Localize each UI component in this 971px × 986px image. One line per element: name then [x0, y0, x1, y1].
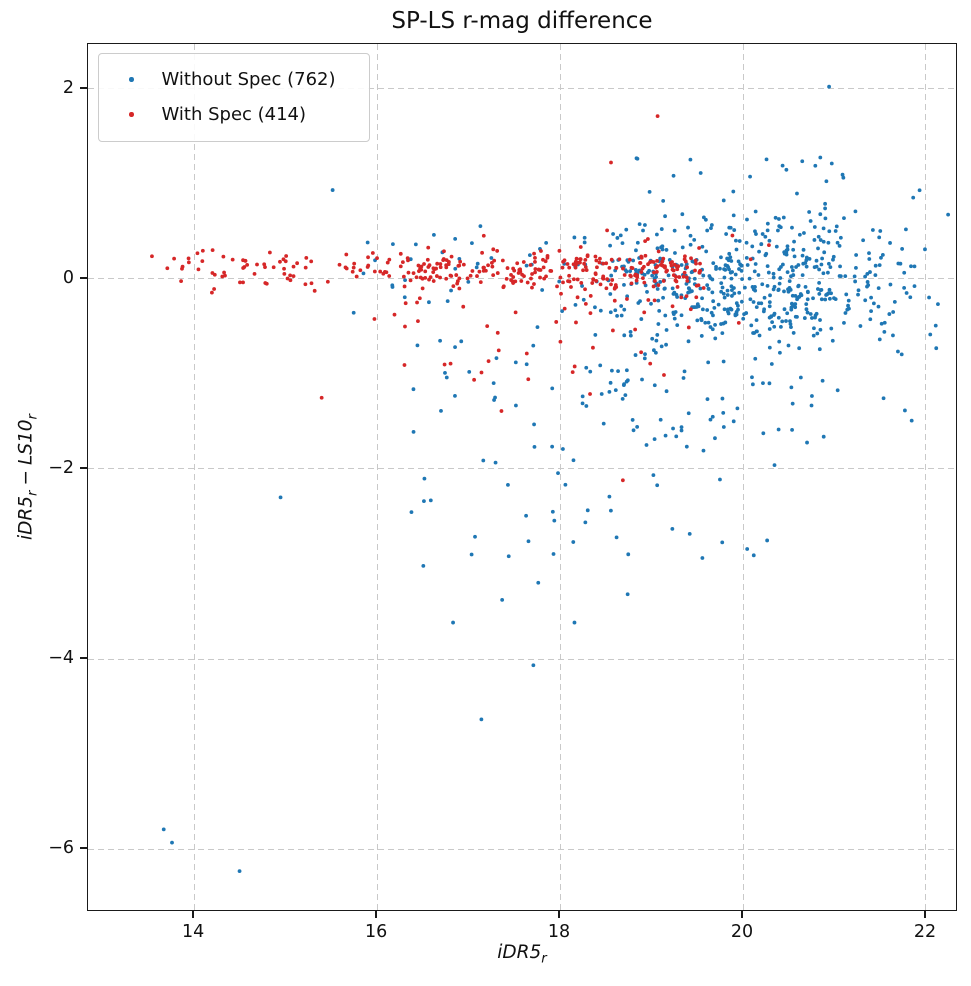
y-tick-mark: [80, 276, 87, 279]
y-axis-label-sub2: r: [25, 413, 41, 420]
x-axis-label-main: iDR5: [497, 942, 542, 963]
gridline-horizontal: [88, 278, 956, 280]
x-tick-mark: [558, 911, 560, 918]
gridline-vertical: [559, 44, 561, 910]
legend-item-without-spec: Without Spec (762): [109, 62, 359, 97]
legend: Without Spec (762) With Spec (414): [98, 53, 370, 142]
y-tick-mark: [80, 86, 87, 89]
legend-label-without-spec: Without Spec (762): [161, 69, 336, 90]
x-axis-label: iDR5r: [497, 942, 547, 967]
y-tick-label: 2: [62, 77, 74, 98]
y-axis-label-term1: iDR5: [15, 496, 37, 541]
gridline-vertical: [925, 44, 927, 910]
y-tick-label: −6: [48, 838, 74, 859]
y-axis-label-sub1: r: [25, 490, 41, 497]
gridline-vertical: [742, 44, 744, 910]
gridline-horizontal: [88, 88, 956, 90]
gridline-vertical: [193, 44, 195, 910]
y-tick-label: 0: [62, 267, 74, 288]
minus-sign: −: [15, 470, 37, 486]
y-axis-label-term2: LS10: [15, 419, 37, 466]
gridline-horizontal: [88, 848, 956, 850]
plot-area: Without Spec (762) With Spec (414): [87, 43, 957, 911]
scatter-points-layer: [150, 84, 951, 873]
y-tick-label: −2: [48, 457, 74, 478]
x-tick-label: 14: [181, 922, 205, 942]
chart-title: SP-LS r-mag difference: [391, 8, 653, 34]
x-tick-label: 20: [730, 922, 754, 942]
y-tick-mark: [80, 847, 87, 850]
x-axis-label-sub: r: [541, 951, 547, 967]
y-tick-mark: [80, 657, 87, 659]
x-tick-mark: [924, 911, 926, 918]
series-with-spec: [150, 114, 771, 483]
grid-layer: [88, 44, 956, 910]
y-tick-mark: [80, 467, 87, 469]
gridline-vertical: [376, 44, 378, 910]
legend-marker-blue-dot-icon: [129, 77, 134, 82]
x-tick-mark: [375, 911, 377, 918]
legend-item-with-spec: With Spec (414): [109, 97, 359, 132]
y-axis-label: iDR5r−LS10r: [16, 414, 41, 540]
legend-marker-red-dot-icon: [129, 112, 134, 117]
x-tick-mark: [192, 911, 195, 918]
x-tick-mark: [741, 911, 743, 918]
gridline-horizontal: [88, 658, 956, 660]
x-tick-label: 22: [913, 922, 937, 942]
x-tick-label: 18: [547, 922, 571, 942]
series-without-spec: [161, 84, 951, 873]
x-tick-label: 16: [364, 922, 388, 942]
gridline-horizontal: [88, 468, 956, 470]
legend-label-with-spec: With Spec (414): [161, 104, 307, 125]
y-tick-label: −4: [48, 648, 74, 669]
